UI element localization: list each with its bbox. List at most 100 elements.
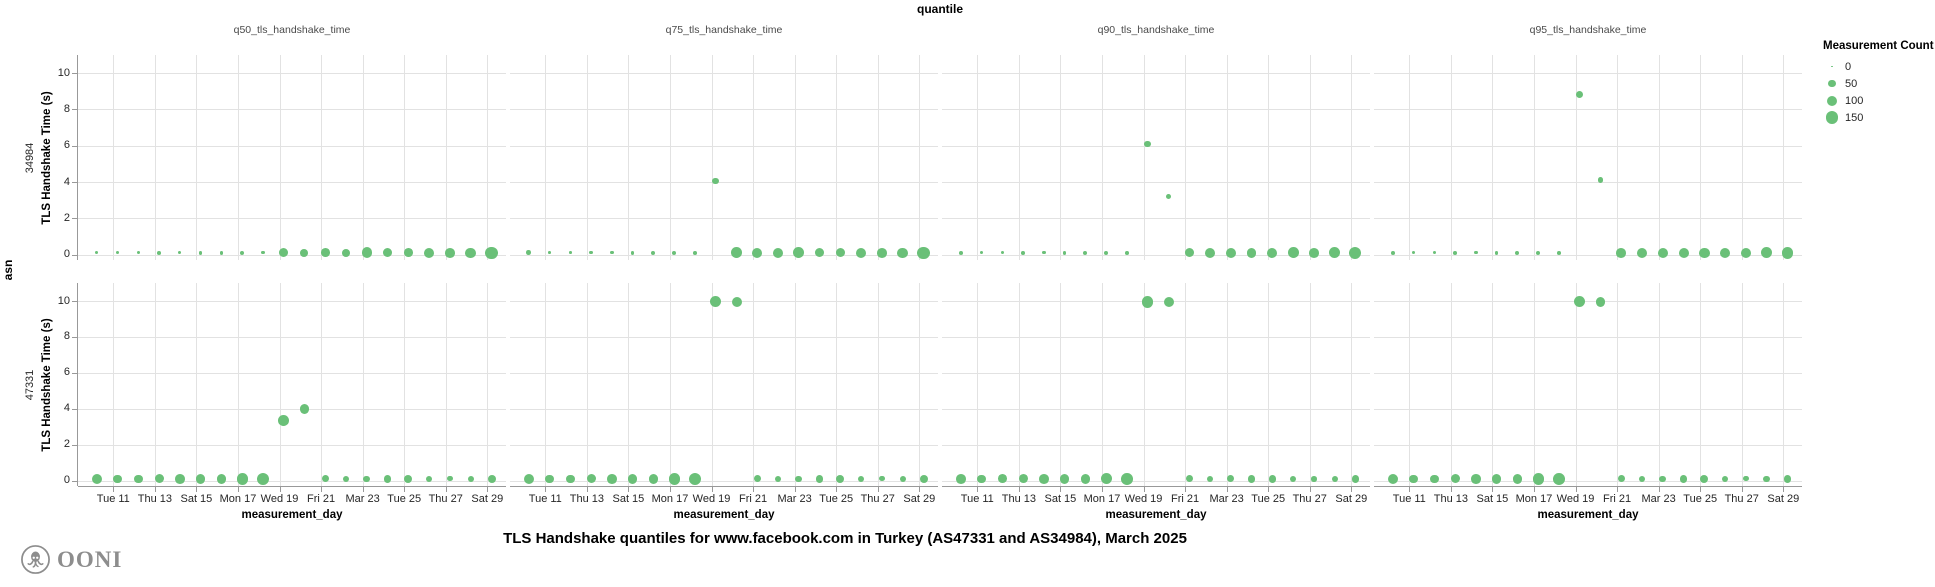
- data-point[interactable]: [1699, 247, 1710, 258]
- data-point[interactable]: [1000, 251, 1004, 255]
- data-point[interactable]: [1491, 474, 1502, 484]
- data-point[interactable]: [1247, 475, 1256, 483]
- data-point[interactable]: [879, 476, 885, 482]
- data-point[interactable]: [1450, 474, 1460, 484]
- data-point[interactable]: [648, 474, 658, 484]
- data-point[interactable]: [856, 247, 867, 258]
- data-point[interactable]: [1100, 473, 1112, 485]
- data-point[interactable]: [979, 251, 984, 255]
- data-point[interactable]: [1267, 247, 1278, 258]
- data-point[interactable]: [548, 251, 551, 255]
- data-point[interactable]: [1659, 475, 1667, 483]
- data-point[interactable]: [526, 250, 532, 256]
- data-point[interactable]: [1576, 90, 1584, 98]
- data-point[interactable]: [858, 475, 865, 482]
- data-point[interactable]: [198, 250, 203, 255]
- data-point[interactable]: [1039, 474, 1049, 484]
- data-point[interactable]: [178, 251, 182, 255]
- data-point[interactable]: [1142, 296, 1154, 308]
- data-point[interactable]: [1432, 251, 1436, 255]
- data-point[interactable]: [300, 248, 309, 257]
- data-point[interactable]: [1144, 140, 1151, 148]
- data-point[interactable]: [175, 474, 185, 484]
- data-point[interactable]: [1059, 474, 1070, 484]
- data-point[interactable]: [1225, 247, 1237, 258]
- data-point[interactable]: [1311, 476, 1317, 482]
- data-point[interactable]: [1678, 247, 1689, 258]
- data-point[interactable]: [1720, 247, 1731, 258]
- data-point[interactable]: [1535, 250, 1541, 255]
- data-point[interactable]: [1557, 250, 1561, 255]
- data-point[interactable]: [1246, 247, 1257, 258]
- data-point[interactable]: [1512, 474, 1522, 484]
- data-point[interactable]: [1657, 247, 1668, 258]
- data-point[interactable]: [115, 251, 120, 255]
- data-point[interactable]: [710, 296, 722, 308]
- data-point[interactable]: [1494, 250, 1499, 255]
- data-point[interactable]: [1532, 473, 1544, 485]
- data-point[interactable]: [1349, 246, 1362, 259]
- data-point[interactable]: [1617, 475, 1625, 483]
- data-point[interactable]: [426, 475, 433, 482]
- data-point[interactable]: [383, 475, 392, 483]
- data-point[interactable]: [1021, 250, 1025, 255]
- data-point[interactable]: [467, 475, 474, 482]
- data-point[interactable]: [1638, 475, 1646, 483]
- data-point[interactable]: [424, 247, 435, 258]
- data-point[interactable]: [917, 246, 930, 259]
- data-point[interactable]: [320, 248, 330, 258]
- data-point[interactable]: [219, 250, 224, 255]
- data-point[interactable]: [919, 474, 928, 483]
- data-point[interactable]: [1679, 475, 1688, 483]
- data-point[interactable]: [195, 474, 206, 484]
- data-point[interactable]: [1125, 250, 1129, 255]
- data-point[interactable]: [95, 251, 99, 255]
- data-point[interactable]: [1743, 476, 1749, 482]
- data-point[interactable]: [485, 246, 498, 259]
- data-point[interactable]: [1165, 193, 1172, 200]
- data-point[interactable]: [1205, 247, 1215, 258]
- data-point[interactable]: [1781, 246, 1794, 259]
- data-point[interactable]: [1290, 475, 1297, 482]
- data-point[interactable]: [958, 250, 963, 255]
- data-point[interactable]: [1515, 250, 1520, 255]
- data-point[interactable]: [1185, 475, 1193, 483]
- data-point[interactable]: [154, 474, 164, 484]
- data-point[interactable]: [361, 247, 373, 259]
- data-point[interactable]: [1163, 296, 1174, 307]
- data-point[interactable]: [688, 472, 701, 485]
- data-point[interactable]: [1042, 251, 1046, 255]
- data-point[interactable]: [565, 474, 575, 484]
- data-point[interactable]: [1616, 247, 1627, 258]
- data-point[interactable]: [877, 247, 887, 258]
- data-point[interactable]: [1597, 177, 1604, 183]
- data-point[interactable]: [113, 474, 122, 484]
- data-point[interactable]: [136, 251, 140, 255]
- data-point[interactable]: [1553, 472, 1565, 485]
- data-point[interactable]: [731, 296, 742, 307]
- data-point[interactable]: [342, 248, 350, 257]
- data-point[interactable]: [133, 474, 143, 484]
- data-point[interactable]: [299, 403, 310, 414]
- data-point[interactable]: [363, 475, 371, 483]
- data-point[interactable]: [91, 473, 102, 484]
- data-point[interactable]: [651, 250, 656, 255]
- data-point[interactable]: [753, 475, 761, 483]
- data-point[interactable]: [279, 248, 289, 258]
- data-point[interactable]: [1083, 250, 1088, 255]
- data-point[interactable]: [236, 473, 248, 485]
- data-point[interactable]: [342, 475, 350, 483]
- data-point[interactable]: [157, 250, 161, 255]
- data-point[interactable]: [261, 251, 265, 255]
- data-point[interactable]: [836, 474, 845, 483]
- data-point[interactable]: [1471, 474, 1481, 484]
- data-point[interactable]: [795, 475, 803, 483]
- data-point[interactable]: [1595, 296, 1606, 307]
- data-point[interactable]: [447, 476, 453, 482]
- data-point[interactable]: [977, 474, 986, 483]
- data-point[interactable]: [774, 475, 782, 483]
- data-point[interactable]: [589, 251, 593, 255]
- data-point[interactable]: [672, 250, 677, 255]
- data-point[interactable]: [278, 415, 290, 426]
- data-point[interactable]: [773, 247, 783, 258]
